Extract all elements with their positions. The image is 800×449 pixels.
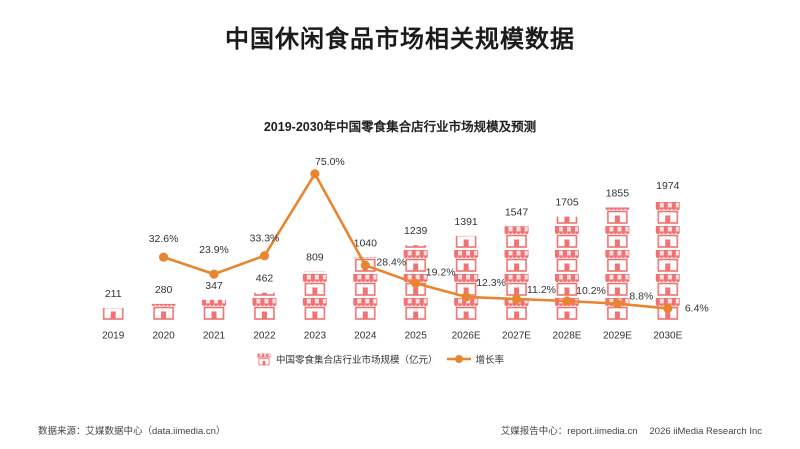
copyright: 2026 iiMedia Research Inc — [649, 426, 762, 437]
report-center-link: 艾媒报告中心：report.iimedia.cn — [500, 426, 638, 437]
bar-value-label: 211 — [105, 288, 122, 300]
growth-dot — [511, 294, 522, 304]
growth-label: 12.3% — [476, 277, 506, 289]
data-source: 数据来源：艾媒数据中心（data.iimedia.cn） — [38, 426, 226, 437]
x-tick-label: 2021 — [203, 331, 226, 342]
x-tick-label: 2029E — [603, 331, 632, 342]
x-tick-label: 2022 — [253, 331, 276, 342]
bar-2027E — [503, 226, 530, 321]
growth-label: 11.2% — [527, 284, 556, 296]
bar-value-label: 1705 — [555, 197, 579, 209]
bar-value-label: 1391 — [454, 216, 478, 228]
bar-2019 — [100, 308, 127, 321]
chart-title: 2019-2030年中国零食集合店行业市场规模及预测 — [263, 120, 537, 134]
growth-label: 28.4% — [376, 256, 406, 268]
growth-dot — [360, 260, 370, 270]
x-tick-label: 2026E — [452, 331, 481, 342]
legend-item-growth-rate: 增长率 — [446, 352, 505, 366]
growth-label: 75.0% — [315, 156, 345, 168]
growth-dot — [159, 252, 169, 262]
bar-value-label: 1974 — [656, 180, 680, 192]
bar-value-labels: 211 280 347 462 809 1040 1239 1391 1547 1705 1855 1… — [105, 180, 680, 300]
x-tick-label: 2023 — [304, 331, 327, 342]
x-tick-label: 2024 — [354, 331, 377, 342]
x-tick-label: 2028E — [553, 331, 582, 342]
growth-dot — [411, 278, 421, 288]
growth-label: 33.3% — [250, 233, 280, 245]
bar-value-label: 1855 — [606, 188, 630, 200]
bar-2023 — [301, 271, 328, 321]
line-marker-icon — [446, 355, 471, 363]
growth-label: 10.2% — [576, 285, 606, 297]
bar-value-label: 347 — [205, 280, 223, 292]
growth-series: 32.6% 23.9% 33.3% 75.0% 28.4% 19.2% 12.3% 11.2%… — [149, 156, 709, 315]
legend: 中国零食集合店行业市场规模（亿元） 增长率 — [257, 351, 504, 367]
bar-2030E — [654, 200, 681, 321]
legend-label-market-size: 中国零食集合店行业市场规模（亿元） — [276, 355, 438, 366]
report-center: 艾媒报告中心：report.iimedia.cn 2026 iiMedia Res… — [501, 425, 762, 439]
growth-label: 19.2% — [426, 266, 456, 278]
growth-dot — [259, 251, 270, 261]
growth-label: 23.9% — [199, 244, 229, 256]
bar-2026E — [453, 235, 480, 321]
x-tick-label: 2019 — [102, 331, 125, 342]
legend-item-market-size: 中国零食集合店行业市场规模（亿元） — [257, 352, 438, 366]
bar-value-label: 1547 — [505, 206, 529, 218]
x-axis: 2019 2020 2021 2022 2023 2024 2025 2026E 2027E 20… — [102, 331, 683, 342]
bar-value-label: 280 — [155, 284, 173, 296]
legend-label-growth-rate: 增长率 — [475, 355, 505, 366]
growth-dot — [310, 169, 320, 179]
x-tick-label: 2020 — [152, 331, 175, 342]
bar-2021 — [201, 299, 227, 321]
growth-dot — [612, 299, 623, 309]
growth-label: 32.6% — [149, 233, 179, 245]
growth-dot — [562, 296, 572, 306]
x-tick-label: 2030E — [653, 331, 682, 342]
growth-label: 8.8% — [629, 291, 653, 303]
page-title: 中国休闲食品市场相关规模数据 — [225, 26, 575, 53]
bar-value-label: 1040 — [354, 237, 378, 249]
bar-2020 — [150, 303, 177, 321]
bar-value-label: 809 — [306, 252, 324, 264]
bar-value-label: 462 — [256, 273, 274, 285]
bar-2022 — [251, 292, 278, 321]
x-tick-label: 2025 — [405, 331, 428, 342]
x-tick-label: 2027E — [502, 331, 531, 342]
bar-value-label: 1239 — [404, 225, 428, 237]
bar-series — [100, 200, 681, 321]
growth-dot — [461, 292, 471, 302]
growth-dot — [209, 269, 219, 279]
growth-label: 6.4% — [685, 302, 709, 314]
shop-icon — [257, 352, 271, 365]
growth-dot — [663, 303, 673, 313]
